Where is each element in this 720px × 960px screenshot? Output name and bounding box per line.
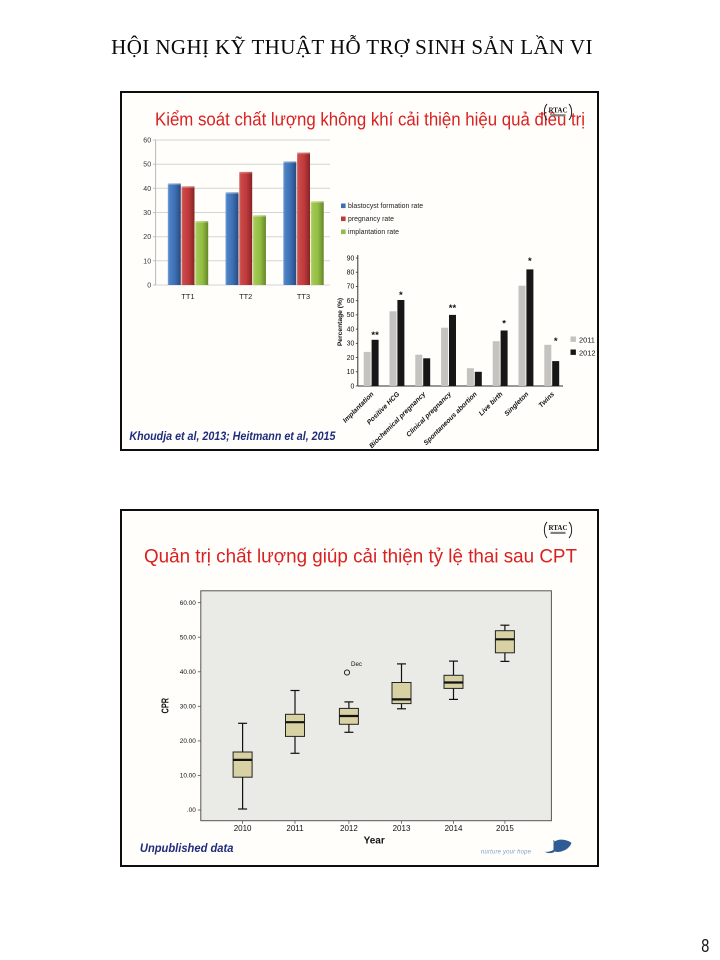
svg-text:Spontaneous abortion: Spontaneous abortion bbox=[423, 391, 479, 447]
svg-text:20.00: 20.00 bbox=[180, 738, 196, 745]
svg-text:blastocyst formation rate: blastocyst formation rate bbox=[348, 203, 423, 210]
svg-text:40: 40 bbox=[143, 186, 151, 193]
svg-text:30.00: 30.00 bbox=[180, 704, 196, 711]
svg-text:Dec: Dec bbox=[351, 661, 362, 668]
svg-text:10: 10 bbox=[143, 258, 151, 265]
svg-text:pregnancy rate: pregnancy rate bbox=[348, 216, 394, 223]
svg-text:60: 60 bbox=[347, 298, 355, 305]
svg-text:*: * bbox=[502, 318, 506, 329]
svg-text:40.00: 40.00 bbox=[180, 669, 196, 676]
svg-text:Quản trị chất lượng giúp cải t: Quản trị chất lượng giúp cải thiện tỷ lệ… bbox=[144, 545, 577, 567]
svg-text:TT2: TT2 bbox=[239, 292, 252, 301]
svg-text:2011: 2011 bbox=[286, 824, 304, 833]
svg-text:Percentage (%): Percentage (%) bbox=[337, 298, 344, 346]
svg-text:2010: 2010 bbox=[234, 824, 252, 833]
svg-text:*: * bbox=[554, 336, 558, 347]
svg-text:2012: 2012 bbox=[579, 348, 595, 357]
svg-text:Kiểm soát chất lượng không khí: Kiểm soát chất lượng không khí cải thiện… bbox=[155, 109, 585, 129]
svg-text:2015: 2015 bbox=[496, 824, 514, 833]
svg-text:50: 50 bbox=[143, 162, 151, 169]
svg-text:TT1: TT1 bbox=[181, 292, 194, 301]
svg-text:Khoudja et al, 2013; Heitmann: Khoudja et al, 2013; Heitmann et al, 201… bbox=[129, 429, 336, 443]
svg-text:CPR: CPR bbox=[161, 697, 172, 713]
svg-text:50.00: 50.00 bbox=[180, 634, 196, 641]
svg-text:60: 60 bbox=[143, 138, 151, 145]
svg-text:TT3: TT3 bbox=[297, 292, 310, 301]
svg-text:nurture your hope: nurture your hope bbox=[481, 850, 532, 856]
svg-text:implantation rate: implantation rate bbox=[348, 229, 399, 236]
svg-text:**: ** bbox=[449, 303, 457, 314]
svg-text:RTAC: RTAC bbox=[548, 524, 567, 532]
svg-text:2012: 2012 bbox=[340, 824, 358, 833]
svg-text:30: 30 bbox=[347, 341, 355, 348]
svg-text:20: 20 bbox=[347, 355, 355, 362]
svg-text:.00: .00 bbox=[187, 807, 196, 814]
svg-text:Year: Year bbox=[364, 835, 385, 846]
svg-text:2013: 2013 bbox=[393, 824, 411, 833]
svg-text:Unpublished data: Unpublished data bbox=[140, 841, 234, 855]
svg-text:90: 90 bbox=[347, 255, 355, 262]
svg-text:0: 0 bbox=[350, 383, 354, 390]
svg-text:80: 80 bbox=[347, 270, 355, 277]
svg-text:Live birth: Live birth bbox=[478, 391, 505, 418]
svg-text:Singleton: Singleton bbox=[503, 391, 530, 418]
svg-text:70: 70 bbox=[347, 284, 355, 291]
svg-text:*: * bbox=[399, 290, 403, 301]
svg-text:RTAC: RTAC bbox=[548, 107, 567, 115]
svg-text:**: ** bbox=[371, 330, 379, 341]
svg-text:50: 50 bbox=[347, 312, 355, 319]
svg-text:10.00: 10.00 bbox=[180, 773, 196, 780]
svg-text:0: 0 bbox=[147, 283, 151, 290]
svg-text:2014: 2014 bbox=[445, 824, 463, 833]
svg-text:60.00: 60.00 bbox=[180, 600, 196, 607]
svg-text:*: * bbox=[528, 256, 532, 267]
svg-text:40: 40 bbox=[347, 326, 355, 333]
svg-text:2011: 2011 bbox=[579, 335, 595, 344]
svg-text:20: 20 bbox=[143, 234, 151, 241]
svg-text:Clinical pregnancy: Clinical pregnancy bbox=[405, 390, 454, 439]
svg-text:10: 10 bbox=[347, 369, 355, 376]
svg-text:30: 30 bbox=[143, 210, 151, 217]
svg-text:Twins: Twins bbox=[538, 391, 557, 410]
